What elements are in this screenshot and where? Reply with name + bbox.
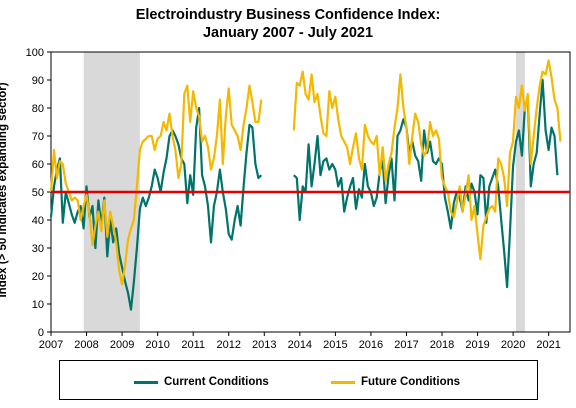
x-tick-label-2014: 2014 xyxy=(288,339,312,351)
x-tick-label-2012: 2012 xyxy=(216,339,240,351)
series-line-future-0 xyxy=(49,84,263,286)
x-tick-label-2016: 2016 xyxy=(359,339,383,351)
y-tick-label-60: 60 xyxy=(32,159,44,171)
x-tick-label-2020: 2020 xyxy=(501,339,525,351)
x-tick-label-2008: 2008 xyxy=(74,339,98,351)
legend-label-future: Future Conditions xyxy=(361,376,461,388)
y-tick-label-30: 30 xyxy=(32,243,44,255)
x-tick-label-2015: 2015 xyxy=(323,339,347,351)
x-tick-label-2017: 2017 xyxy=(394,339,418,351)
legend-label-current: Current Conditions xyxy=(164,376,269,388)
x-tick-label-2010: 2010 xyxy=(145,339,169,351)
y-tick-label-10: 10 xyxy=(32,299,44,311)
x-tick-label-2019: 2019 xyxy=(465,339,489,351)
chart-title-line2: January 2007 - July 2021 xyxy=(202,25,374,41)
x-tick-label-2021: 2021 xyxy=(536,339,560,351)
series-line-future-1 xyxy=(292,59,562,261)
y-tick-label-50: 50 xyxy=(32,187,44,199)
chart-title: Electroindustry Business Confidence Inde… xyxy=(0,6,576,42)
legend-swatch-current xyxy=(134,380,158,384)
y-tick-label-90: 90 xyxy=(32,75,44,87)
series-line-current-1 xyxy=(293,78,559,289)
x-tick-label-2007: 2007 xyxy=(39,339,63,351)
legend-swatch-future xyxy=(331,380,355,384)
x-tick-label-2013: 2013 xyxy=(252,339,276,351)
y-tick-label-70: 70 xyxy=(32,131,44,143)
y-tick-label-20: 20 xyxy=(32,271,44,283)
series-line-current-0 xyxy=(49,106,263,311)
legend-item-future: Future Conditions xyxy=(331,375,460,389)
y-tick-label-80: 80 xyxy=(32,103,44,115)
y-tick-label-40: 40 xyxy=(32,215,44,227)
y-tick-label-0: 0 xyxy=(38,327,44,339)
chart-title-line1: Electroindustry Business Confidence Inde… xyxy=(135,7,441,23)
y-tick-label-100: 100 xyxy=(26,47,44,59)
legend: Current Conditions Future Conditions xyxy=(59,360,538,400)
line-chart: 0 10 20 30 40 50 60 70 80 90 100 2007 2008 2009 2010 20… xyxy=(26,47,571,351)
x-tick-label-2011: 2011 xyxy=(181,339,205,351)
x-tick-label-2009: 2009 xyxy=(110,339,134,351)
legend-item-current: Current Conditions xyxy=(134,375,269,389)
x-tick-label-2018: 2018 xyxy=(430,339,454,351)
